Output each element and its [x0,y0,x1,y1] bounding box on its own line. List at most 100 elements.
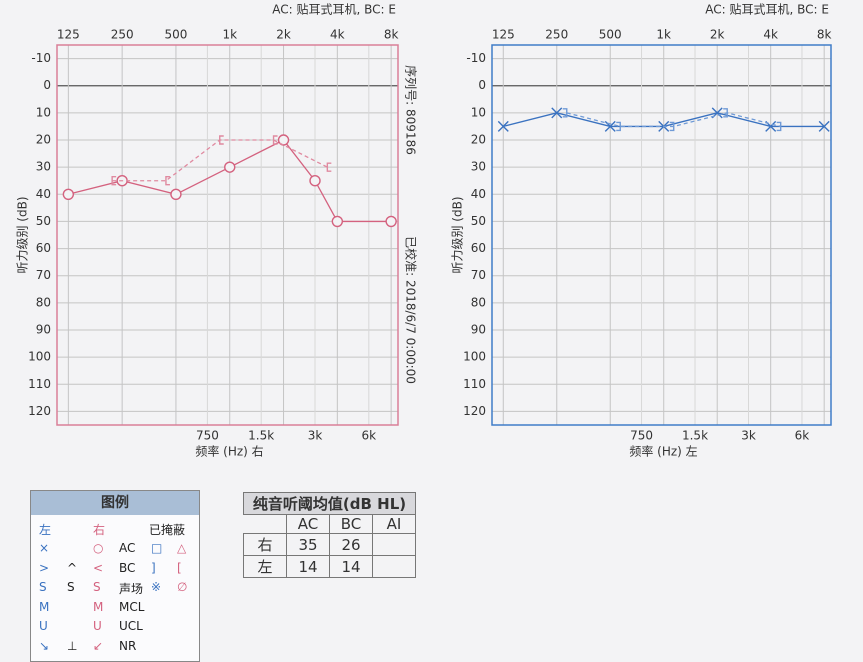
marker [551,107,563,119]
y-tick-label: 10 [471,105,486,119]
y-tick-label: -10 [31,51,51,65]
y-tick-label: 20 [471,133,486,147]
legend-header: 右 [93,523,106,537]
legend-item: 声场 [119,582,144,596]
y-tick-label: 50 [471,214,486,228]
legend-item: U [39,619,48,633]
legend-item: MCL [119,599,145,614]
x-tick-label: 4k [763,28,778,42]
y-tick-label: 80 [471,295,486,309]
marker [62,188,75,200]
y-tick-label: 70 [36,268,51,282]
marker [818,120,830,132]
x-tick-label: 2k [710,28,725,42]
legend-title: 图例 [31,491,199,515]
x-tick-label: 3k [741,429,756,443]
legend-header: 已掩蔽 [149,523,186,537]
x-tick-label: 4k [330,28,345,42]
legend-item: □ [151,541,163,555]
plot-frame [491,44,832,426]
cell: 右 [243,533,287,556]
cell [244,515,287,534]
legend-item: UCL [119,619,143,633]
marker [669,121,675,132]
legend-item: S [93,580,101,594]
y-tick-label: 20 [36,133,51,147]
y-tick-label: 90 [471,323,486,337]
legend-item: S [39,580,47,594]
y-tick-label: 80 [36,295,51,309]
y-tick-label: 50 [36,214,51,228]
marker [272,135,278,145]
cell: 35 [286,533,330,556]
marker [277,134,290,146]
marker [776,121,782,132]
cell [372,533,416,556]
row: AC BC AI [244,514,416,534]
marker [111,176,117,186]
average-table: 纯音听阈均值(dB HL) AC BC AI 右 35 26 左 14 14 [243,492,416,578]
marker [170,188,182,200]
y-tick-label: 70 [471,268,486,282]
legend-item: BC [119,560,136,575]
y-tick-label: 60 [36,241,51,255]
x-tick-label: 125 [492,28,515,42]
y-tick-label: 0 [478,78,486,92]
x-tick-label: 3k [308,429,323,443]
legend-item: ↙ [93,638,104,653]
legend-item: ⊥ [67,638,78,653]
y-axis-label: 听力级别 (dB) [451,196,465,273]
row: 纯音听阈均值(dB HL) [243,492,416,515]
column-header: AI [372,514,416,534]
y-axis-label: 听力级别 (dB) [16,196,30,273]
legend-item: M [39,599,50,614]
x-axis-label: 频率 (Hz) 右 [195,444,263,459]
x-tick-label: 750 [196,429,219,443]
marker [604,120,616,132]
x-tick-label: 250 [111,28,134,42]
x-tick-label: 6k [795,429,810,443]
marker [309,175,321,187]
x-tick-label: 2k [276,28,291,42]
y-tick-label: 40 [36,187,51,201]
marker [224,161,236,173]
legend-item: AC [119,541,136,555]
table-title: 纯音听阈均值(dB HL) [243,492,416,515]
x-tick-label: 250 [545,28,568,42]
y-tick-label: 110 [28,377,51,391]
legend-item: △ [177,541,187,555]
x-tick-label: 6k [362,429,377,443]
y-tick-label: 0 [43,78,51,92]
y-tick-label: 120 [28,404,51,418]
marker [616,121,621,132]
column-header: AC [286,514,330,534]
marker [562,108,568,118]
x-tick-label: 1k [222,28,237,42]
y-tick-label: 30 [471,160,486,174]
x-axis-label: 频率 (Hz) 左 [629,444,697,459]
legend-header: 左 [39,523,52,537]
legend-item: NR [119,638,137,653]
cell: 14 [286,555,330,578]
subtitle: AC: 贴耳式耳机, BC: E [272,3,396,17]
marker [385,215,397,228]
side-label: 已校准: 2018/6/7 0:00:00 [404,236,419,384]
column-header: BC [329,514,373,534]
marker [165,176,170,186]
y-tick-label: 100 [28,350,51,364]
legend-item: ○ [93,541,104,555]
y-tick-label: 100 [463,350,486,364]
x-tick-label: 8k [817,28,832,42]
y-tick-label: 10 [36,105,51,119]
legend-item: > [39,560,50,575]
x-tick-label: 500 [164,28,187,42]
cell: 左 [243,555,287,578]
marker [723,108,728,118]
marker [326,162,332,172]
plot-frame [56,44,399,426]
legend: 图例左 右 已掩蔽 × ○ AC □ △ > ^ < BC] [S S S 声场 ※ ∅ M M MCL U U UCL ↘ ⊥ ↙… [30,490,200,662]
row: 右 35 26 [243,533,416,556]
cell: 14 [329,555,373,578]
